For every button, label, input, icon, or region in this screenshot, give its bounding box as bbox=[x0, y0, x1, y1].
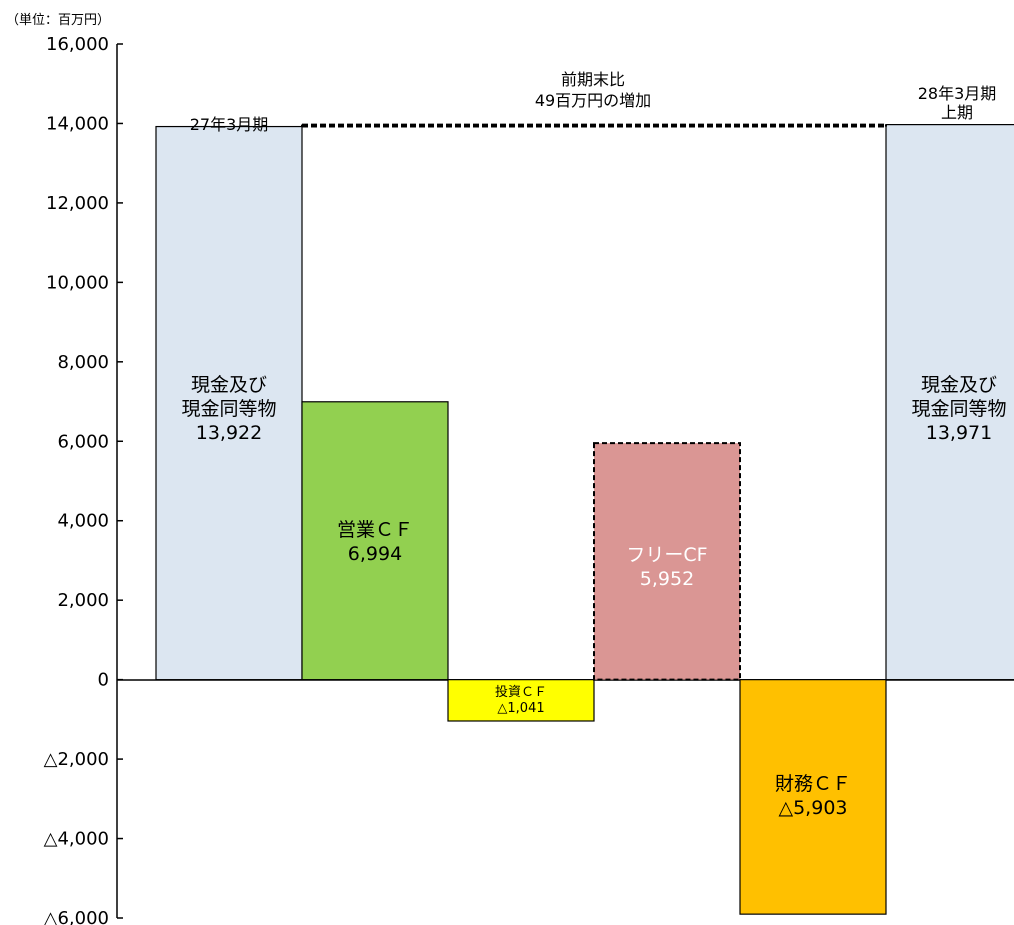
bar-cash-end bbox=[885, 124, 1014, 681]
bar-financing-cf bbox=[739, 679, 887, 915]
bar-label-cash-start-line2: 現金同等物 bbox=[181, 398, 276, 420]
period-label-end-line2: 上期 bbox=[941, 103, 973, 122]
period-label-end-line1: 28年3月期 bbox=[918, 84, 997, 103]
bar-label-investing-cf-line2: △1,041 bbox=[497, 701, 544, 716]
y-tick-label: 8,000 bbox=[57, 352, 109, 373]
bar-label-cash-end-line2: 現金同等物 bbox=[911, 398, 1006, 420]
annotation-line1: 前期末比 bbox=[561, 70, 625, 89]
bar-label-financing-cf-line1: 財務ＣＦ bbox=[775, 773, 851, 795]
annotation-line2: 49百万円の増加 bbox=[535, 91, 651, 110]
bar-free-cf bbox=[593, 442, 741, 681]
y-tick-label: 14,000 bbox=[46, 113, 109, 134]
y-tick-label: △2,000 bbox=[44, 749, 109, 770]
bar-investing-cf bbox=[447, 679, 595, 722]
bar-label-operating-cf-line2: 6,994 bbox=[348, 543, 402, 565]
y-tick-label: 10,000 bbox=[46, 272, 109, 293]
y-tick-label: 12,000 bbox=[46, 193, 109, 214]
y-tick-label: 6,000 bbox=[57, 431, 109, 452]
y-tick-label: 16,000 bbox=[46, 34, 109, 55]
bar-label-free-cf-line1: フリーCF bbox=[626, 544, 707, 566]
increase-connector bbox=[301, 123, 887, 128]
bar-label-operating-cf-line1: 営業ＣＦ bbox=[337, 519, 413, 541]
bar-label-cash-start-line1: 現金及び bbox=[191, 374, 267, 396]
bar-label-financing-cf-line2: △5,903 bbox=[778, 797, 847, 819]
y-axis-ticks: 16,000 14,000 12,000 10,000 8,000 6,000 4,000 2… bbox=[44, 34, 123, 925]
bar-label-investing-cf-line1: 投資ＣＦ bbox=[495, 684, 547, 700]
bars-group bbox=[155, 124, 1014, 915]
period-label-start: 27年3月期 bbox=[190, 115, 269, 134]
unit-label: （単位：百万円） bbox=[6, 12, 110, 28]
y-tick-label: △6,000 bbox=[44, 908, 109, 925]
bar-labels-group: 現金及び現金同等物13,922営業ＣＦ6,994投資ＣＦ△1,041フリーCF5… bbox=[181, 374, 1006, 819]
bar-label-free-cf-line2: 5,952 bbox=[640, 568, 694, 590]
bar-label-cash-end-line3: 13,971 bbox=[926, 422, 992, 444]
y-tick-label: 4,000 bbox=[57, 511, 109, 532]
y-tick-label: 0 bbox=[98, 670, 109, 691]
bar-cash-start bbox=[155, 125, 303, 681]
y-tick-label: 2,000 bbox=[57, 590, 109, 611]
bar-label-cash-start-line3: 13,922 bbox=[196, 422, 262, 444]
y-tick-label: △4,000 bbox=[44, 829, 109, 850]
bar-label-cash-end-line1: 現金及び bbox=[921, 374, 997, 396]
bar-operating-cf bbox=[301, 401, 449, 681]
